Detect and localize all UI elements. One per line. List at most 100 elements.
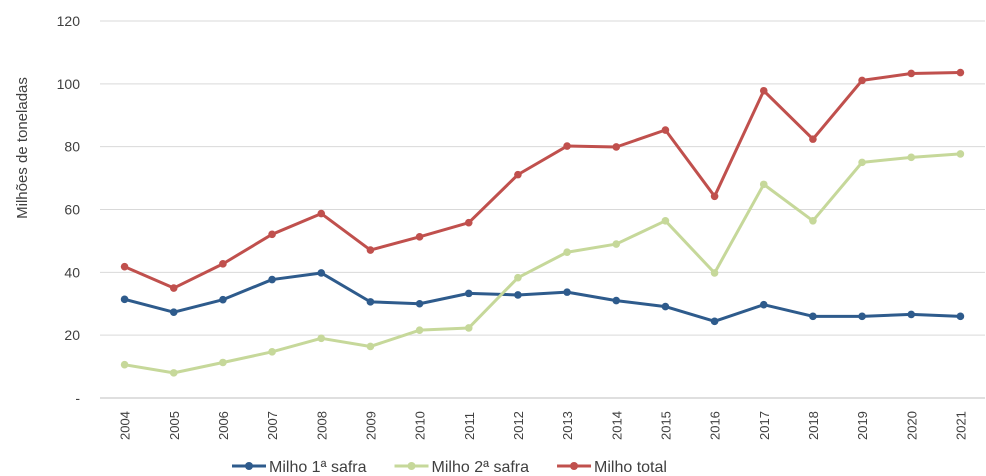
data-point: [268, 348, 276, 356]
data-point: [415, 233, 424, 241]
series-milho-total: [120, 68, 965, 292]
data-point: [120, 295, 129, 304]
data-point: [710, 269, 719, 277]
x-tick-label: 2017: [757, 411, 772, 440]
data-point: [956, 150, 965, 158]
y-axis-ticks: - 20 40 60 80 100 120: [57, 13, 81, 406]
y-tick-label: 80: [64, 139, 80, 155]
data-point: [858, 158, 866, 167]
data-point: [120, 360, 129, 369]
data-point: [415, 299, 424, 308]
data-point: [907, 310, 916, 319]
series-milho-1-safra: [120, 269, 965, 326]
data-point: [661, 217, 670, 225]
data-point: [464, 324, 473, 332]
data-point: [661, 302, 670, 311]
data-point: [710, 192, 719, 201]
x-tick-label: 2005: [167, 411, 182, 440]
data-point: [563, 248, 571, 257]
legend-label: Milho 1ª safra: [269, 459, 367, 476]
legend-item: Milho total: [557, 459, 667, 476]
data-point: [169, 284, 178, 292]
data-point: [514, 170, 522, 179]
data-point: [858, 76, 866, 85]
data-point: [612, 143, 621, 151]
data-point: [563, 142, 571, 150]
y-tick-label: 40: [64, 264, 80, 280]
legend-item: Milho 2ª safra: [394, 459, 530, 476]
series-line: [124, 271, 961, 323]
data-point: [759, 180, 768, 189]
data-point: [219, 295, 227, 304]
x-tick-label: 2021: [953, 411, 968, 440]
x-tick-label: 2009: [363, 411, 378, 440]
x-tick-label: 2018: [806, 411, 821, 440]
x-tick-label: 2013: [560, 411, 575, 440]
series-group: [120, 68, 965, 377]
data-point: [809, 312, 817, 321]
gridlines: [100, 20, 985, 336]
data-point: [514, 273, 522, 282]
x-tick-label: 2004: [118, 411, 133, 440]
data-point: [169, 308, 178, 317]
x-tick-label: 2020: [904, 411, 919, 440]
y-tick-label: 120: [57, 13, 81, 29]
series-line: [124, 152, 961, 375]
legend-swatch-marker: [245, 462, 253, 470]
data-point: [858, 312, 866, 321]
y-axis-label: Milhões de toneladas: [14, 77, 31, 219]
data-point: [612, 240, 621, 248]
x-tick-label: 2006: [216, 411, 231, 440]
data-point: [317, 209, 326, 218]
y-tick-label: 60: [64, 202, 80, 218]
x-tick-label: 2012: [511, 411, 526, 440]
data-point: [268, 230, 276, 239]
data-point: [809, 135, 817, 143]
data-point: [759, 86, 768, 95]
y-tick-label: 100: [57, 76, 81, 92]
data-point: [464, 218, 473, 227]
legend: Milho 1ª safra Milho 2ª safra Milho total: [232, 459, 667, 476]
x-tick-label: 2016: [708, 411, 723, 440]
legend-label: Milho 2ª safra: [432, 459, 530, 476]
data-point: [563, 288, 571, 296]
y-tick-label: 20: [64, 327, 80, 343]
x-tick-label: 2014: [609, 411, 624, 440]
data-point: [907, 153, 916, 162]
data-point: [612, 296, 621, 305]
y-tick-label: -: [75, 390, 80, 406]
x-tick-label: 2015: [658, 411, 673, 440]
data-point: [169, 369, 178, 377]
x-tick-label: 2010: [413, 411, 428, 440]
x-tick-label: 2008: [314, 411, 329, 440]
data-point: [809, 217, 817, 225]
data-point: [120, 262, 129, 271]
data-point: [661, 126, 670, 134]
data-point: [907, 69, 916, 78]
data-point: [317, 269, 326, 277]
data-point: [514, 291, 522, 299]
data-point: [366, 342, 375, 351]
x-tick-label: 2011: [462, 412, 477, 440]
data-point: [268, 275, 276, 284]
series-line: [123, 71, 961, 290]
legend-swatch-marker: [570, 462, 579, 470]
x-axis-ticks: 2004 2005 2006 2007 2008 2009 2010 2011 2012 2013…: [118, 411, 969, 440]
data-point: [219, 358, 227, 367]
data-point: [415, 326, 424, 334]
legend-item: Milho 1ª safra: [232, 459, 367, 476]
data-point: [366, 298, 375, 306]
x-tick-label: 2019: [855, 411, 870, 440]
data-point: [710, 317, 719, 326]
data-point: [317, 334, 326, 343]
legend-swatch-marker: [407, 462, 416, 470]
x-tick-label: 2007: [265, 411, 280, 440]
series-milho-2-safra: [120, 150, 965, 377]
data-point: [464, 289, 473, 298]
data-point: [759, 300, 768, 309]
data-point: [956, 312, 965, 321]
data-point: [219, 260, 227, 268]
legend-label: Milho total: [594, 459, 667, 476]
data-point: [366, 246, 375, 254]
